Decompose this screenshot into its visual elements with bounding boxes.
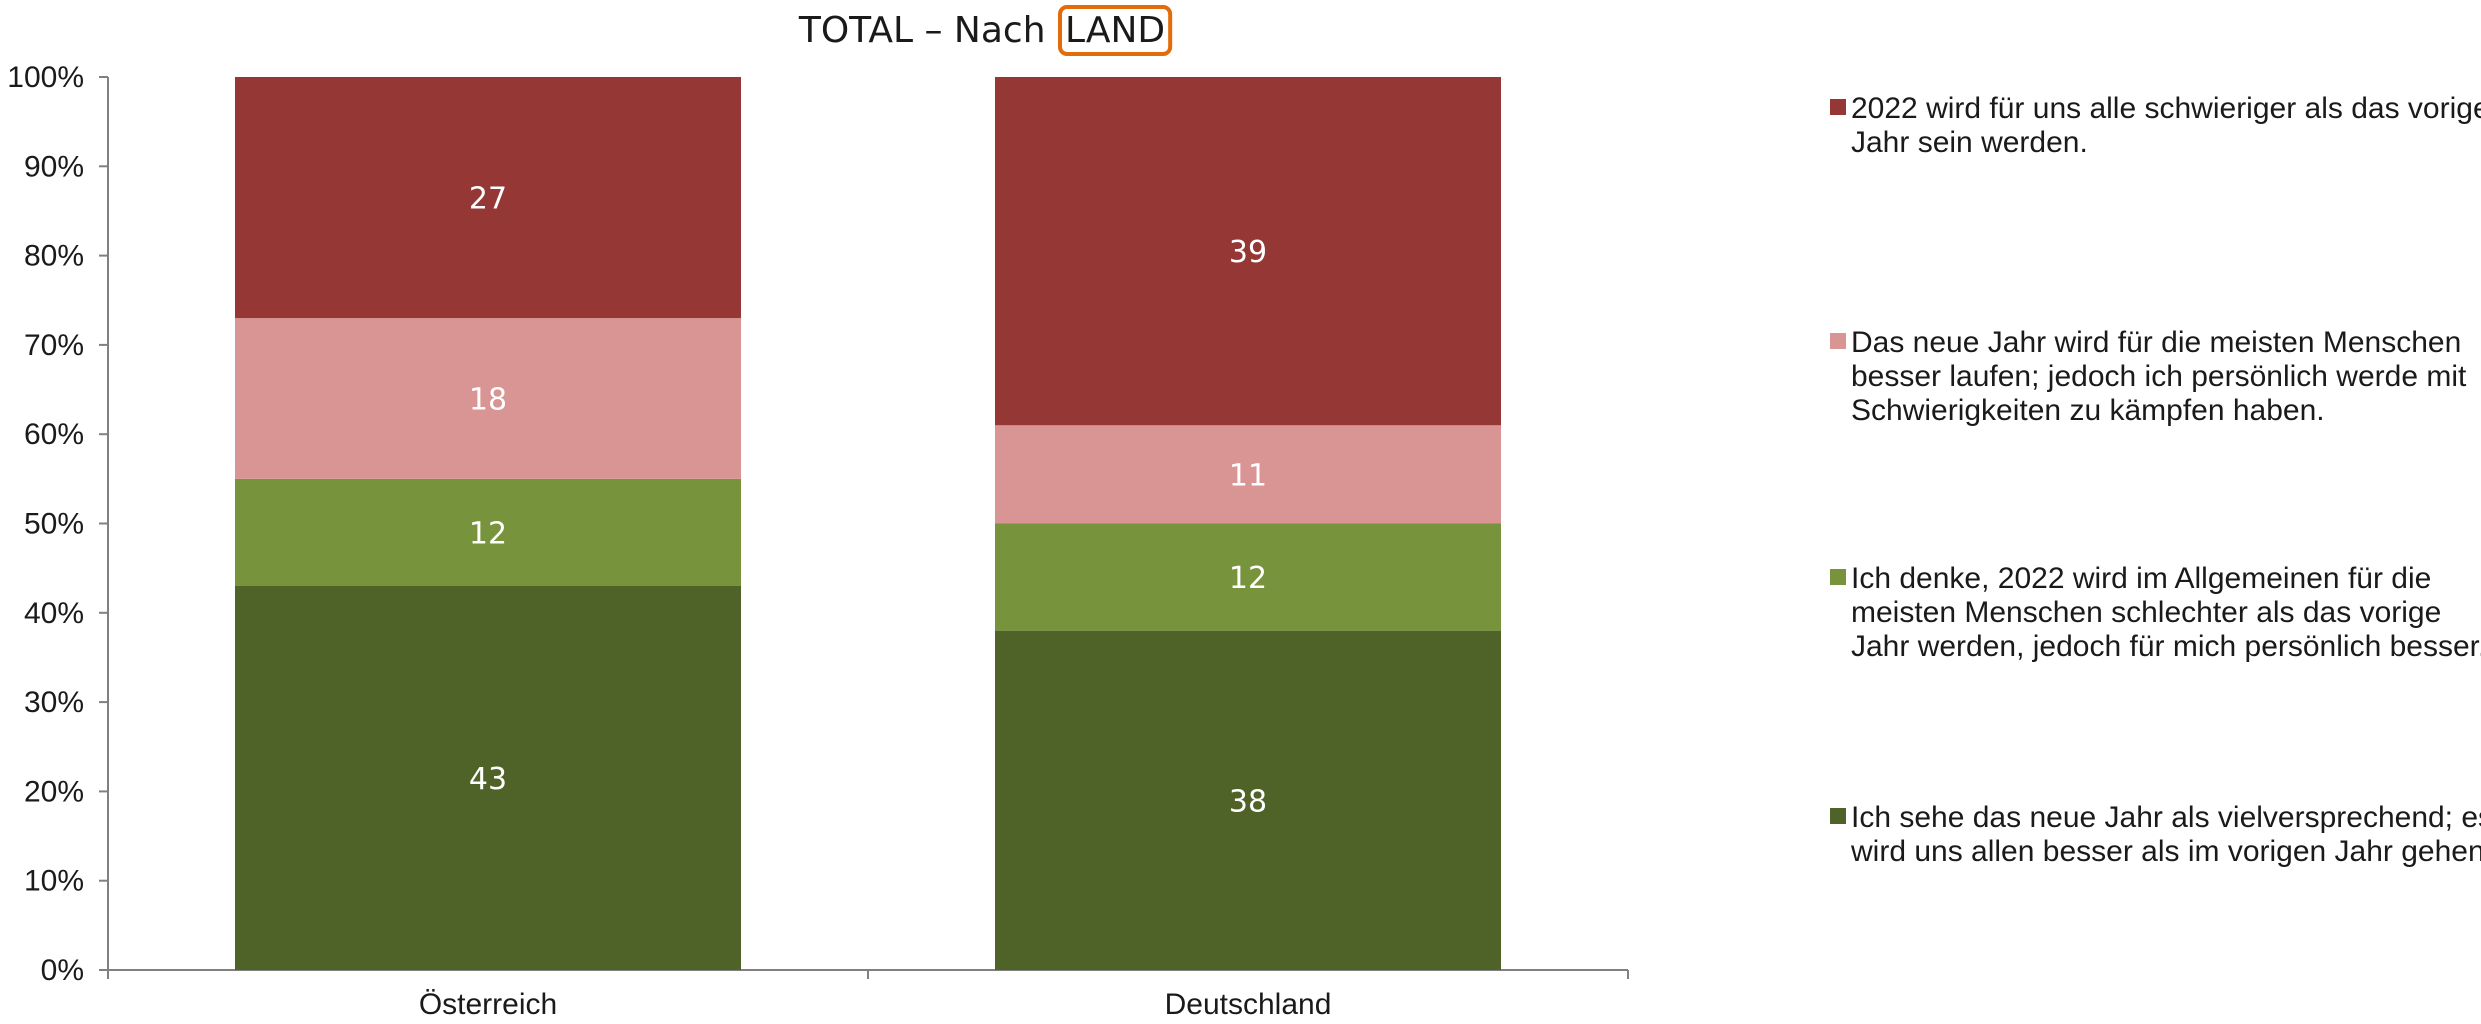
- chart-title-prefix: TOTAL – Nach: [798, 10, 1046, 51]
- legend-label-line: wird uns allen besser als im vorigen Jah…: [1850, 835, 2481, 868]
- y-tick-label: 100%: [7, 61, 84, 94]
- legend-label-line: Schwierigkeiten zu kämpfen haben.: [1851, 394, 2325, 427]
- bar-value-label: 27: [469, 182, 507, 217]
- title-highlight-box: [1057, 5, 1173, 56]
- y-tick-label: 50%: [24, 508, 84, 541]
- legend-label-line: Ich denke, 2022 wird im Allgemeinen für …: [1851, 562, 2431, 595]
- bar-segment: [995, 77, 1501, 426]
- chart-title-highlight: LAND: [1065, 10, 1165, 51]
- chart-title: TOTAL – Nach LAND: [798, 5, 1173, 56]
- legend-label-line: Jahr werden, jedoch für mich persönlich …: [1851, 630, 2481, 663]
- x-category-label: Deutschland: [1165, 988, 1332, 1021]
- legend-label-line: Das neue Jahr wird für die meisten Mensc…: [1851, 326, 2461, 359]
- bar-value-label: 39: [1229, 235, 1267, 270]
- bar-value-label: 12: [469, 516, 507, 551]
- bar-segment: [235, 586, 741, 970]
- bar-segment: [235, 318, 741, 479]
- y-tick-label: 10%: [24, 865, 84, 898]
- bar-segment: [235, 77, 741, 319]
- chart-title-text: TOTAL – Nach LAND: [798, 10, 1165, 51]
- legend-label: Ich denke, 2022 wird im Allgemeinen für …: [1851, 562, 2481, 663]
- y-tick-label: 30%: [24, 686, 84, 719]
- bar-value-label: 18: [469, 382, 507, 417]
- bar-value-label: 12: [1229, 561, 1267, 596]
- bar-segment: [235, 478, 741, 587]
- legend-label-line: Jahr sein werden.: [1851, 126, 2088, 159]
- legend-label: 2022 wird für uns alle schwieriger als d…: [1851, 92, 2481, 159]
- bar-segment: [995, 523, 1501, 631]
- y-tick-label: 80%: [24, 240, 84, 273]
- legend-label-line: 2022 wird für uns alle schwieriger als d…: [1851, 92, 2481, 125]
- y-tick-label: 60%: [24, 418, 84, 451]
- legend-swatch: [1830, 808, 1846, 824]
- legend-swatch: [1830, 569, 1846, 585]
- legend-item: Ich sehe das neue Jahr als vielversprech…: [1830, 801, 2481, 868]
- legend-label-line: meisten Menschen schlechter als das vori…: [1851, 596, 2441, 629]
- y-tick-label: 0%: [41, 954, 84, 987]
- y-tick-label: 20%: [24, 775, 84, 808]
- bar-segment: [995, 630, 1501, 970]
- legend-swatch: [1830, 333, 1846, 349]
- bar-segment: [995, 425, 1501, 524]
- y-tick-label: 90%: [24, 150, 84, 183]
- chart-axes: 0% 10% 20% 30% 40% 50% 60% 70% 80% 90% 100% Österre…: [7, 61, 1629, 1021]
- x-category-label: Österreich: [419, 988, 557, 1021]
- chart-bars: 43 12 18 27 38 12 11 39: [235, 77, 1501, 970]
- y-tick-label: 70%: [24, 329, 84, 362]
- bar-value-label: 38: [1229, 784, 1267, 819]
- legend-swatch: [1830, 99, 1846, 115]
- legend-label-line: Ich sehe das neue Jahr als vielversprech…: [1851, 801, 2481, 834]
- y-tick-label: 40%: [24, 597, 84, 630]
- legend-item: Ich denke, 2022 wird im Allgemeinen für …: [1830, 562, 2481, 663]
- chart-legend: 2022 wird für uns alle schwieriger als d…: [1830, 92, 2481, 868]
- legend-label: Das neue Jahr wird für die meisten Mensc…: [1851, 326, 2467, 427]
- legend-item: Das neue Jahr wird für die meisten Mensc…: [1830, 326, 2467, 427]
- bar-value-label: 11: [1229, 458, 1267, 493]
- legend-label-line: besser laufen; jedoch ich persönlich wer…: [1851, 360, 2467, 393]
- bar-value-label: 43: [469, 762, 507, 797]
- legend-item: 2022 wird für uns alle schwieriger als d…: [1830, 92, 2481, 159]
- legend-label: Ich sehe das neue Jahr als vielversprech…: [1850, 801, 2481, 868]
